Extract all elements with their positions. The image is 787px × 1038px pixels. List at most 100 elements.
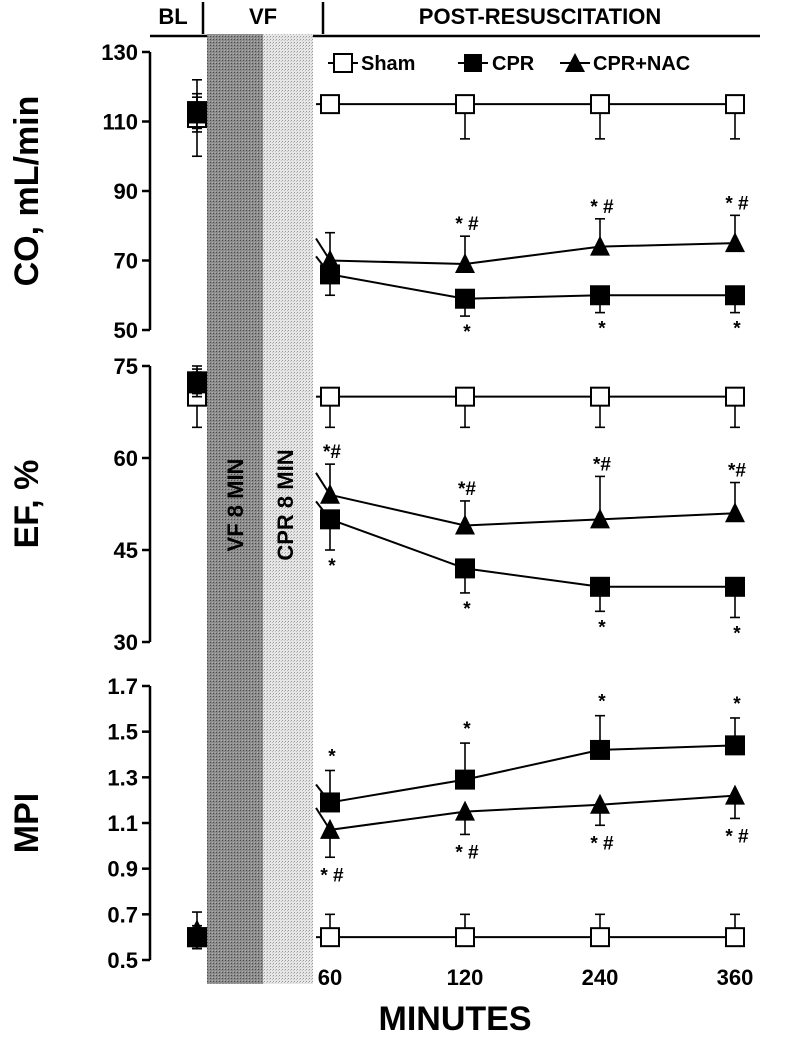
data-point-cpr-nac (725, 502, 745, 523)
data-point-cpr (725, 285, 745, 306)
data-point-sham (320, 927, 340, 948)
significance-label: *# (593, 454, 611, 475)
data-point-cpr-nac (590, 235, 610, 256)
data-point-cpr-nac (725, 784, 745, 805)
y-tick-label: 1.1 (107, 811, 138, 836)
y-tick-label: 0.9 (107, 857, 138, 882)
data-point-cpr (590, 285, 610, 306)
y-tick-label: 1.3 (107, 765, 138, 790)
data-point-cpr-nac (455, 252, 475, 273)
significance-label: * # (455, 214, 479, 235)
y-tick-label: 30 (114, 630, 138, 655)
legend-label-cpr: CPR (492, 53, 535, 75)
data-point-cpr (725, 576, 745, 597)
y-tick-label: 60 (114, 446, 138, 471)
x-tick-label: 240 (582, 965, 619, 990)
significance-label: * (733, 319, 741, 340)
y-tick-label: 45 (114, 538, 138, 563)
y-tick-label: 130 (101, 40, 138, 65)
data-point-sham (590, 386, 610, 407)
significance-label: * (463, 719, 471, 740)
cpr-band-label: CPR 8 MIN (273, 449, 298, 560)
legend-label-sham: Sham (361, 53, 415, 75)
legend: Sham CPR CPR+NAC (328, 53, 690, 75)
x-tick-label: 360 (717, 965, 754, 990)
significance-label: * # (320, 865, 344, 886)
data-point-sham (725, 94, 745, 115)
y-tick-label: 0.5 (107, 948, 138, 973)
data-point-sham (590, 927, 610, 948)
data-point-cpr-nac (187, 919, 207, 940)
data-point-sham (320, 94, 340, 115)
significance-label: * (733, 694, 741, 715)
data-point-cpr-nac (320, 818, 340, 839)
data-point-cpr-nac (320, 483, 340, 504)
vf-band-label: VF 8 MIN (223, 459, 248, 552)
y-tick-label: 1.7 (107, 674, 138, 699)
data-point-cpr-nac (590, 508, 610, 529)
y-axis-title: EF, % (8, 460, 46, 549)
data-point-cpr (590, 576, 610, 597)
series-line (329, 794, 736, 831)
y-tick-label: 50 (114, 318, 138, 343)
data-point-cpr (455, 288, 475, 309)
y-tick-label: 110 (103, 110, 139, 135)
significance-label: * (733, 623, 741, 644)
data-point-cpr (725, 735, 745, 756)
series-line (329, 518, 735, 588)
significance-label: *# (458, 479, 476, 500)
significance-label: * (328, 746, 336, 767)
y-tick-label: 90 (114, 179, 138, 204)
significance-label: *# (323, 442, 341, 463)
significance-label: * (598, 617, 606, 638)
phase-label-post: POST-RESUSCITATION (419, 4, 661, 29)
y-tick-label: 70 (114, 249, 138, 274)
significance-label: * # (725, 193, 749, 214)
phase-label-vf: VF (249, 4, 277, 29)
data-point-sham (455, 927, 475, 948)
y-tick-label: 1.5 (107, 720, 138, 745)
data-point-cpr (320, 792, 340, 813)
series-line (329, 273, 735, 300)
data-point-sham (590, 94, 610, 115)
significance-label: * (463, 599, 471, 620)
legend-marker-cpr (464, 54, 482, 72)
series-line (329, 493, 736, 527)
series-line (329, 242, 736, 265)
data-point-sham (725, 927, 745, 948)
x-axis: 60 120 240 360 (318, 965, 754, 990)
data-point-cpr (590, 739, 610, 760)
y-axis-title: CO, mL/min (8, 96, 46, 287)
data-point-sham (455, 94, 475, 115)
data-point-cpr-nac (187, 373, 207, 394)
data-point-sham (725, 386, 745, 407)
data-point-cpr-nac (187, 103, 207, 124)
data-point-cpr-nac (455, 514, 475, 535)
plot-area: 50 70 90 110 130 CO, mL/min * * * * # * # * # 30 45 60… (8, 40, 749, 973)
data-point-cpr-nac (320, 249, 340, 270)
data-point-cpr (320, 509, 340, 530)
legend-marker-cpr-nac (565, 53, 585, 72)
significance-label: *# (728, 461, 746, 482)
significance-label: * # (590, 833, 614, 854)
series-line (329, 744, 736, 804)
x-tick-label: 120 (447, 965, 484, 990)
legend-marker-sham (333, 53, 353, 73)
significance-label: * (328, 556, 336, 577)
significance-label: * (598, 692, 606, 713)
x-axis-title: MINUTES (379, 1000, 532, 1038)
significance-label: * (598, 319, 606, 340)
significance-label: * # (725, 826, 749, 847)
y-tick-label: 0.7 (107, 902, 138, 927)
legend-label-cpr-nac: CPR+NAC (593, 53, 690, 75)
cpr-band (263, 34, 313, 984)
phase-label-bl: BL (158, 4, 187, 29)
data-point-cpr-nac (590, 793, 610, 814)
data-point-cpr (455, 769, 475, 790)
significance-label: * # (590, 197, 614, 218)
phase-header: BL VF POST-RESUSCITATION (150, 2, 760, 38)
y-axis-title: MPI (8, 793, 46, 853)
data-point-cpr (455, 558, 475, 579)
x-tick-label: 60 (318, 965, 342, 990)
